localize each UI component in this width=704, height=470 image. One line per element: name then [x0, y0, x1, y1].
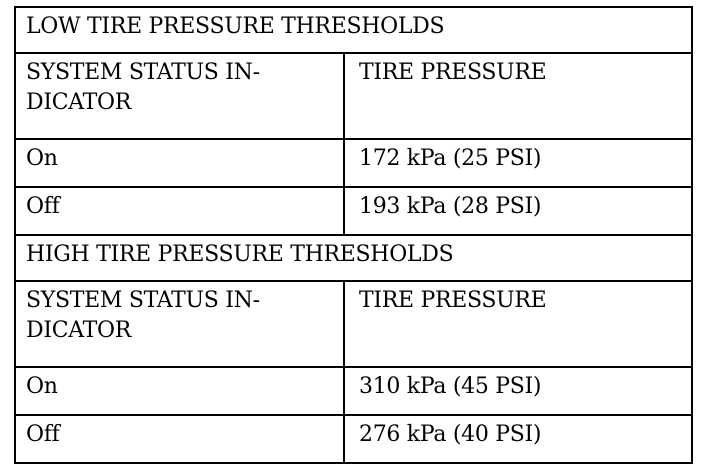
column-header-pressure: TIRE PRESSURE — [343, 280, 693, 368]
low-section-title: LOW TIRE PRESSURE THRESHOLDS — [14, 6, 693, 54]
status-cell: On — [14, 366, 345, 416]
column-header-pressure: TIRE PRESSURE — [343, 52, 693, 140]
status-cell: Off — [14, 186, 345, 236]
section-title-row: LOW TIRE PRESSURE THRESHOLDS — [14, 6, 693, 54]
tire-pressure-table: LOW TIRE PRESSURE THRESHOLDS SYSTEM STAT… — [14, 6, 693, 464]
table-row: On 172 kPa (25 PSI) — [14, 138, 693, 188]
status-cell: Off — [14, 414, 345, 464]
status-cell: On — [14, 138, 345, 188]
section-title-row: HIGH TIRE PRESSURE THRESHOLDS — [14, 234, 693, 282]
column-header-row: SYSTEM STATUS IN- DICATOR TIRE PRESSURE — [14, 280, 693, 368]
pressure-cell: 193 kPa (28 PSI) — [343, 186, 693, 236]
table-row: Off 193 kPa (28 PSI) — [14, 186, 693, 236]
pressure-cell: 276 kPa (40 PSI) — [343, 414, 693, 464]
pressure-cell: 172 kPa (25 PSI) — [343, 138, 693, 188]
high-section-title: HIGH TIRE PRESSURE THRESHOLDS — [14, 234, 693, 282]
table-row: On 310 kPa (45 PSI) — [14, 366, 693, 416]
column-header-status: SYSTEM STATUS IN- DICATOR — [14, 280, 345, 368]
column-header-row: SYSTEM STATUS IN- DICATOR TIRE PRESSURE — [14, 52, 693, 140]
pressure-cell: 310 kPa (45 PSI) — [343, 366, 693, 416]
column-header-status: SYSTEM STATUS IN- DICATOR — [14, 52, 345, 140]
table-row: Off 276 kPa (40 PSI) — [14, 414, 693, 464]
